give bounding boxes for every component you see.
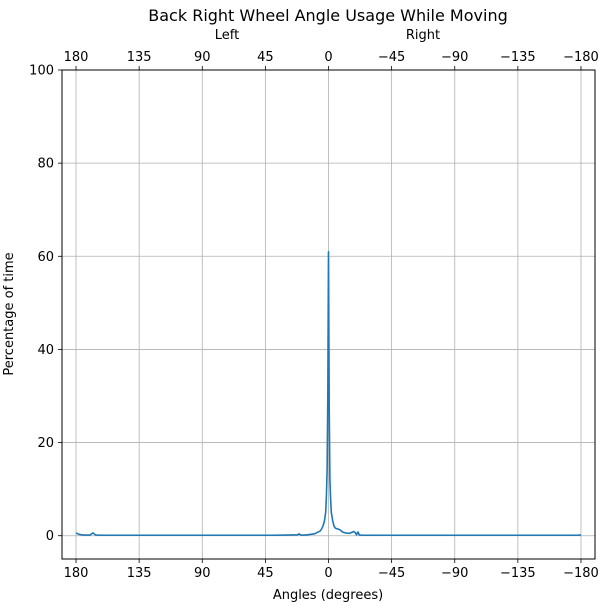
- x-tick-label-top: −45: [378, 50, 405, 65]
- x-tick-label-bottom: 180: [64, 566, 89, 581]
- y-tick-label: 100: [29, 64, 54, 79]
- x-tick-label-top: 45: [257, 50, 274, 65]
- y-axis-label: Percentage of time: [2, 252, 17, 375]
- top-left-label: Left: [215, 28, 239, 43]
- x-axis-label: Angles (degrees): [273, 588, 383, 603]
- x-tick-label-bottom: −90: [441, 566, 468, 581]
- x-tick-label-top: −135: [500, 50, 536, 65]
- y-tick-label: 0: [46, 529, 54, 544]
- x-tick-label-top: 135: [127, 50, 152, 65]
- x-tick-label-top: 0: [324, 50, 332, 65]
- x-tick-label-bottom: −135: [500, 566, 536, 581]
- series-layer: [75, 250, 582, 537]
- x-tick-label-bottom: 90: [194, 566, 211, 581]
- y-tick-label: 20: [37, 436, 54, 451]
- x-tick-label-bottom: 0: [324, 566, 332, 581]
- x-tick-label-bottom: −45: [378, 566, 405, 581]
- y-tick-label: 80: [37, 157, 54, 172]
- x-tick-label-bottom: −180: [563, 566, 599, 581]
- series-line: [75, 250, 582, 537]
- x-tick-label-top: 180: [64, 50, 89, 65]
- top-right-label: Right: [406, 28, 440, 43]
- ticks: 180 180 135 135 90 90 45 45 0 0 −45 −45 −90 −90 −135 −1…: [29, 50, 599, 581]
- x-tick-label-top: −180: [563, 50, 599, 65]
- y-tick-label: 40: [37, 343, 54, 358]
- x-tick-label-bottom: 45: [257, 566, 274, 581]
- x-tick-label-top: 90: [194, 50, 211, 65]
- x-tick-label-top: −90: [441, 50, 468, 65]
- chart-title: Back Right Wheel Angle Usage While Movin…: [148, 6, 507, 25]
- y-tick-label: 60: [37, 250, 54, 265]
- x-tick-label-bottom: 135: [127, 566, 152, 581]
